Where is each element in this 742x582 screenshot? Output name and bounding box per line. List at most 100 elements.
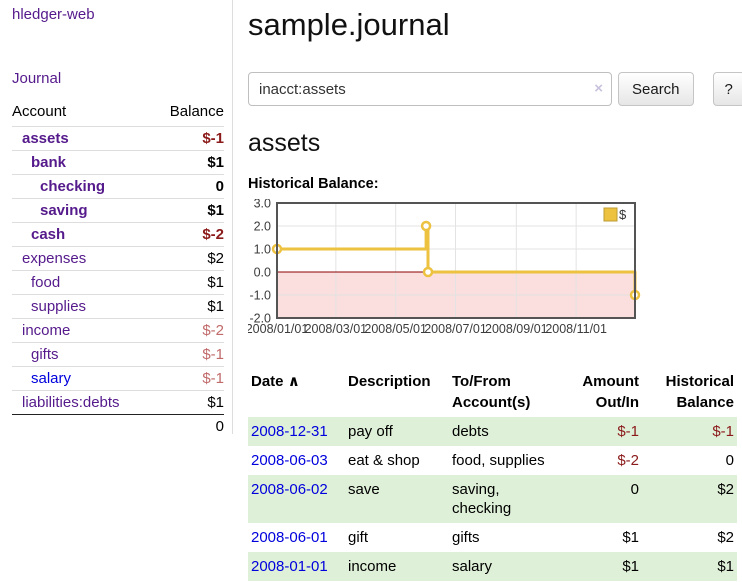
transaction-amount: $-2 (617, 452, 639, 469)
transaction-balance: 0 (725, 452, 734, 469)
svg-text:2008/01/01: 2008/01/01 (248, 322, 308, 336)
account-balance: $1 (152, 150, 224, 175)
account-row: gifts $-1 (12, 342, 224, 367)
chart-svg: 3.0 2.0 1.0 0.0 -1.0 -2.02008/01/012008/03/01… (246, 197, 641, 336)
clear-search-icon[interactable]: × (594, 80, 603, 97)
transaction-accounts: debts (449, 417, 564, 446)
accounts-table: Account Balance assets $-1 bank $1 check… (12, 101, 224, 438)
account-balance: $-1 (152, 126, 224, 151)
brand-link[interactable]: hledger-web (12, 6, 95, 23)
svg-text:2008/11/01: 2008/11/01 (545, 322, 607, 336)
register-table: Date ∧ Description To/From Account(s) Am… (248, 368, 737, 581)
journal-link[interactable]: Journal (12, 70, 62, 87)
transaction-date-link[interactable]: 2008-12-31 (251, 423, 328, 440)
transaction-amount: $1 (564, 552, 642, 581)
account-row: income $-2 (12, 318, 224, 343)
account-balance: $-2 (152, 222, 224, 247)
account-link[interactable]: supplies (31, 298, 87, 315)
main-content: sample.journal × Search ? assets Histori… (246, 0, 742, 581)
svg-text:-1.0: -1.0 (249, 289, 271, 303)
chart-label: Historical Balance: (248, 176, 379, 192)
transaction-accounts: salary (449, 552, 564, 581)
svg-text:-2.0: -2.0 (249, 312, 271, 326)
account-link[interactable]: food (31, 274, 61, 291)
account-balance: $1 (152, 294, 224, 319)
transaction-balance: $-1 (642, 417, 737, 446)
account-link[interactable]: income (22, 322, 71, 339)
register-header-row: Date ∧ Description To/From Account(s) Am… (248, 368, 737, 417)
transaction-balance: $2 (717, 529, 734, 546)
account-link[interactable]: liabilities:debts (22, 394, 120, 411)
account-balance: $1 (152, 198, 224, 223)
transaction-description: save (345, 475, 449, 523)
col-tofrom: To/From Account(s) (452, 373, 531, 411)
col-date[interactable]: Date ∧ (251, 373, 300, 390)
svg-text:2008/07/01: 2008/07/01 (424, 322, 487, 336)
transaction-date-link[interactable]: 2008-01-01 (251, 558, 328, 575)
accounts-header-account: Account (12, 103, 67, 120)
account-link[interactable]: saving (40, 202, 88, 219)
search-input[interactable] (248, 72, 612, 106)
register-body: 2008-12-31 pay off debts $-1 $-1 2008-06… (248, 417, 737, 581)
transaction-accounts: food, supplies (452, 452, 545, 469)
transaction-row[interactable]: 2008-06-01 gift gifts $1 $2 (248, 523, 737, 552)
transaction-row[interactable]: 2008-01-01 income salary $1 $1 (248, 552, 737, 581)
transaction-amount: $1 (622, 529, 639, 546)
svg-text:1.0: 1.0 (254, 243, 271, 257)
account-link[interactable]: gifts (31, 346, 59, 363)
account-row: bank $1 (12, 150, 224, 175)
svg-text:2008/09/01: 2008/09/01 (485, 322, 548, 336)
account-balance: $-2 (152, 318, 224, 343)
transaction-row[interactable]: 2008-06-02 save saving, checking 0 $2 (248, 475, 737, 523)
account-link[interactable]: expenses (22, 250, 87, 267)
transaction-row[interactable]: 2008-06-03 eat & shop food, supplies $-2… (248, 446, 737, 475)
account-row: salary $-1 (12, 366, 224, 391)
account-link[interactable]: checking (40, 178, 106, 195)
transaction-description: gift (348, 529, 369, 546)
account-row: assets $-1 (12, 126, 224, 151)
accounts-header-balance: Balance (169, 103, 224, 120)
transaction-date-link[interactable]: 2008-06-03 (251, 452, 328, 469)
transaction-amount: 0 (564, 475, 642, 523)
accounts-total-value: 0 (152, 414, 224, 438)
svg-text:0.0: 0.0 (254, 266, 271, 280)
help-button[interactable]: ? (712, 72, 742, 106)
account-row: supplies $1 (12, 294, 224, 319)
transaction-description: income (345, 552, 449, 581)
account-row: food $1 (12, 270, 224, 295)
account-link[interactable]: bank (31, 154, 67, 171)
account-link[interactable]: assets (22, 130, 69, 147)
account-link[interactable]: salary (31, 370, 72, 387)
account-balance: 0 (152, 174, 224, 199)
col-amount: Amount Out/In (582, 373, 639, 411)
svg-text:3.0: 3.0 (254, 199, 271, 211)
svg-text:2008/03/01: 2008/03/01 (305, 322, 368, 336)
transaction-accounts: saving, checking (449, 475, 564, 523)
account-row: cash $-2 (12, 222, 224, 247)
page-title: sample.journal (248, 7, 450, 42)
search-form: × Search ? (248, 72, 742, 106)
account-balance: $1 (152, 270, 224, 295)
search-button[interactable]: Search (618, 72, 694, 106)
account-heading: assets (248, 129, 321, 157)
transaction-accounts: gifts (452, 529, 480, 546)
sidebar-accounts-body: assets $-1 bank $1 checking 0 saving $1 … (12, 126, 224, 415)
transaction-date-link[interactable]: 2008-06-01 (251, 529, 328, 546)
transaction-balance: $1 (642, 552, 737, 581)
account-row: liabilities:debts $1 (12, 390, 224, 415)
account-balance: $2 (152, 246, 224, 271)
transaction-balance: $2 (642, 475, 737, 523)
account-link[interactable]: cash (31, 226, 66, 243)
account-row: expenses $2 (12, 246, 224, 271)
sort-asc-icon: ∧ (287, 373, 300, 390)
account-row: saving $1 (12, 198, 224, 223)
sidebar: hledger-web Journal Account Balance asse… (0, 0, 233, 438)
account-row: checking 0 (12, 174, 224, 199)
account-balance: $1 (152, 390, 224, 415)
account-balance: $-1 (152, 342, 224, 367)
transaction-amount: $-1 (564, 417, 642, 446)
svg-text:2.0: 2.0 (254, 220, 271, 234)
account-balance: $-1 (152, 366, 224, 391)
transaction-row[interactable]: 2008-12-31 pay off debts $-1 $-1 (248, 417, 737, 446)
transaction-date-link[interactable]: 2008-06-02 (251, 481, 328, 498)
